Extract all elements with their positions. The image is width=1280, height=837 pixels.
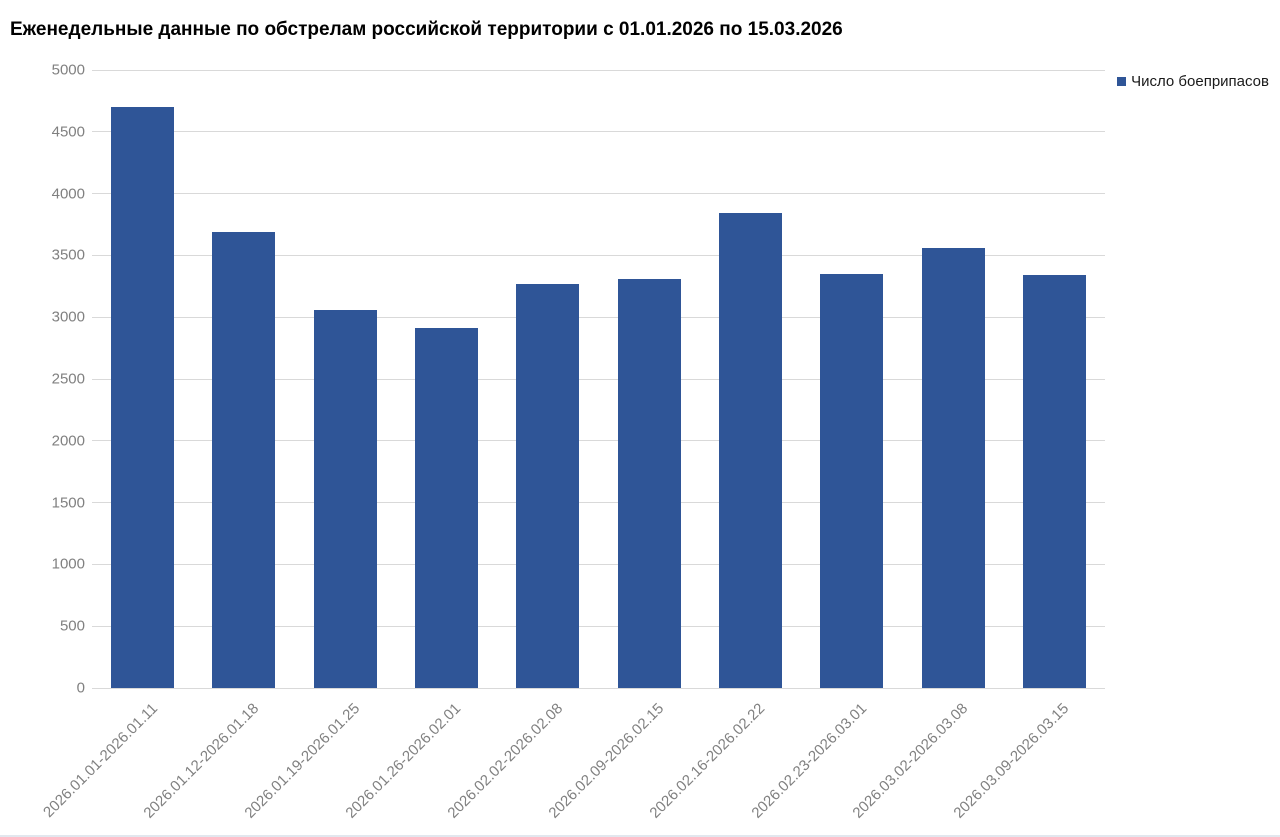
gridline xyxy=(92,316,1105,318)
plot-area xyxy=(92,69,1105,689)
bar xyxy=(921,247,985,688)
y-axis-tick-label: 2000 xyxy=(51,432,85,450)
gridline xyxy=(92,502,1105,504)
bar xyxy=(212,231,276,688)
x-axis-tick-label: 2026.03.02-2026.03.08 xyxy=(849,700,972,822)
x-axis-tick-label: 2026.01.19-2026.01.25 xyxy=(241,700,364,822)
bar xyxy=(718,213,782,688)
gridline xyxy=(92,440,1105,442)
bar xyxy=(617,278,681,688)
x-axis-tick-label: 2026.01.01-2026.01.11 xyxy=(39,700,161,821)
gridline xyxy=(92,193,1105,195)
x-axis-tick-label: 2026.01.26-2026.02.01 xyxy=(342,700,465,822)
x-axis-tick-label: 2026.02.23-2026.03.01 xyxy=(748,700,870,822)
y-axis-tick-label: 1000 xyxy=(51,555,85,573)
gridline xyxy=(92,131,1105,133)
x-axis-tick-label: 2026.02.16-2026.02.22 xyxy=(646,700,769,822)
x-axis-tick-label: 2026.03.09-2026.03.15 xyxy=(950,700,1073,822)
bar xyxy=(111,107,175,688)
x-axis-tick-label: 2026.02.02-2026.02.08 xyxy=(444,700,566,822)
y-axis-tick-label: 4500 xyxy=(51,123,85,141)
legend: Число боеприпасов xyxy=(1117,73,1269,90)
y-axis: 0 500 1000 1500 2000 2500 3000 3500 4000 4500 5000 xyxy=(0,62,85,697)
bar xyxy=(516,284,580,688)
y-axis-tick-label: 5000 xyxy=(51,61,85,79)
bar xyxy=(1022,275,1086,688)
gridline xyxy=(92,378,1105,380)
gridline xyxy=(92,687,1105,689)
gridline xyxy=(92,625,1105,627)
y-axis-tick-label: 2500 xyxy=(51,370,85,388)
bar xyxy=(820,273,884,688)
bar xyxy=(313,310,377,688)
y-axis-tick-label: 0 xyxy=(76,679,85,697)
x-axis-tick-label: 2026.01.12-2026.01.18 xyxy=(140,700,262,822)
y-axis-tick-label: 3000 xyxy=(51,308,85,326)
y-axis-tick-label: 500 xyxy=(59,617,85,635)
gridline xyxy=(92,254,1105,256)
x-axis-tick-label: 2026.02.09-2026.02.15 xyxy=(545,700,668,822)
gridline xyxy=(92,563,1105,565)
x-axis: 2026.01.01-2026.01.11 2026.01.12-2026.01.… xyxy=(0,698,1280,837)
y-axis-tick-label: 3500 xyxy=(51,246,85,264)
y-axis-tick-label: 1500 xyxy=(51,494,85,512)
bar xyxy=(415,327,479,688)
gridline xyxy=(92,69,1105,71)
window-bottom-edge xyxy=(0,835,1280,837)
y-axis-tick-label: 4000 xyxy=(51,185,85,203)
legend-swatch-icon xyxy=(1117,77,1127,86)
chart-title: Еженедельные данные по обстрелам российс… xyxy=(10,19,843,40)
legend-label: Число боеприпасов xyxy=(1131,73,1269,90)
